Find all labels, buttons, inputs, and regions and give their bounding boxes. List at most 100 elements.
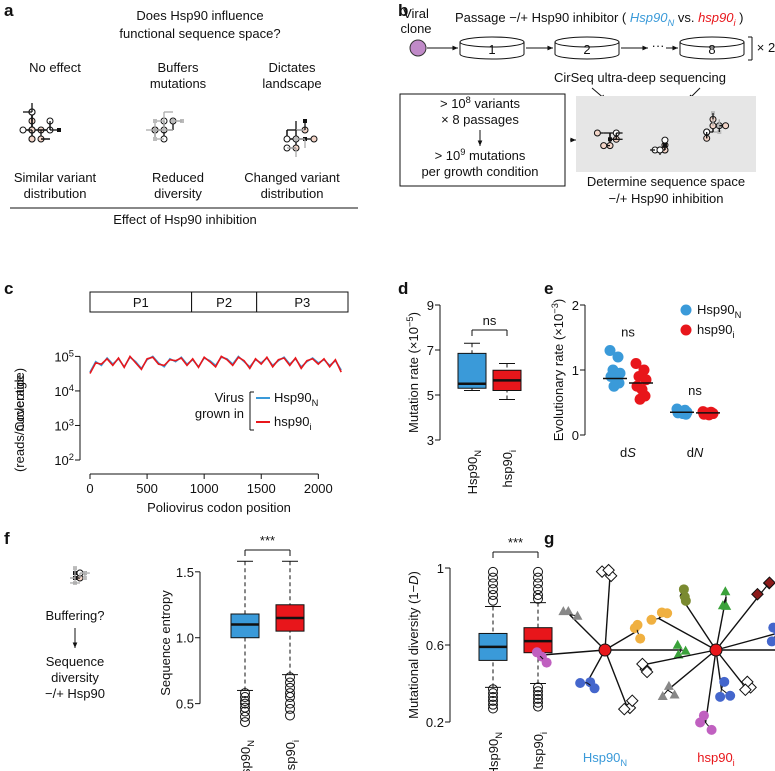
summary-line: > 109 mutations [435,147,526,163]
y-tick-label: 0 [572,428,579,443]
text-part: Hsp90 [697,302,735,317]
y-axis-label: (reads/nucleotide) [12,368,27,472]
dot [703,409,715,421]
passage-number: 1 [488,42,495,57]
text-part: i [732,330,734,340]
tree-leaf [656,607,667,618]
legend-label: Hsp90N [697,302,741,320]
outlier [240,692,250,703]
outlier [285,677,295,688]
text-part: 5 [69,348,74,358]
outlier [285,688,295,699]
scenario-title: No effect [29,60,81,75]
result: Determine sequence space [587,174,745,189]
tree-root [598,643,612,657]
summary-line: > 108 variants [440,95,521,111]
text-part: 10 [54,418,68,433]
x-tick-label: hsp90i [531,732,549,770]
significance: ns [688,383,702,398]
dot [630,358,642,369]
y-tick-label: 0.5 [176,697,194,712]
text-part: 8 [466,95,471,105]
panel-label: g [544,529,554,548]
arrow-head [672,45,678,51]
scenario-outcome: Similar variant [14,170,97,185]
tree-leaf [602,563,615,577]
outlier [488,688,498,699]
text-part: ) [551,299,566,303]
tree-leaf [766,636,775,647]
text-part: N [473,450,483,457]
text-part: Evolutionary rate (×10 [551,314,566,442]
tree-branch [715,633,775,651]
scenario-outcome: distribution [261,186,324,201]
text-part: 2 [69,452,74,462]
scenario-outcome: Reduced [152,170,204,185]
tree-leaf [589,683,600,694]
text-part: hsp90 [274,414,309,429]
tree-branch [658,617,717,651]
outlier [488,584,498,595]
text-part: Mutation rate (×10 [406,327,421,433]
text-part: Hsp90 [630,10,668,25]
tree-leaf [680,645,691,655]
text-part: Hsp90 [238,747,253,771]
outlier [240,711,250,722]
outlier [488,703,498,714]
network-tick [294,137,298,141]
legend-label: hsp90i [274,414,312,432]
text-part: −5 [405,316,415,327]
outlier [285,682,295,693]
tree-leaf [531,647,542,658]
tree-branch [715,591,763,651]
legend-title: grown in [195,406,244,421]
arrow-head [570,137,576,143]
tree-branch [539,649,606,656]
summary-line: × 8 passages [441,112,519,127]
y-tick-label: 1.5 [176,565,194,580]
scenario-title: landscape [262,76,321,91]
outlier [488,699,498,710]
sequencing: CirSeq ultra-deep sequencing [554,70,726,85]
network-tick [82,576,87,580]
network-tick [171,119,175,123]
summary-box [399,93,566,187]
tree-leaf [625,694,639,708]
text-part: mutations [465,148,525,163]
text-part: ) [736,10,744,25]
text-part: vs. [674,10,698,25]
tree-leaf [672,639,683,649]
box [457,352,487,389]
text-part: > 10 [435,148,461,163]
x-axis-label: Poliovirus codon position [147,500,291,515]
region [256,291,349,313]
scenario-title: mutations [150,76,207,91]
y-tick-label: 0.2 [426,715,444,730]
passage-number: 8 [708,42,715,57]
outlier [240,706,250,717]
legend-label: Hsp90N [274,390,318,408]
significance: *** [508,535,523,550]
outlier [488,695,498,706]
panel-label: a [4,1,14,20]
y-axis-label: Mutational diversity (1−D) [406,571,421,719]
tree-label: Hsp90N [583,750,627,768]
text-part: 10 [54,349,68,364]
region-label: P2 [216,295,232,310]
outlier [533,593,543,604]
text-part: i [733,18,736,28]
outlier [533,686,543,697]
source-label: Viral [403,6,429,21]
y-tick-label: 9 [427,298,434,313]
network-node [593,129,601,137]
tree-leaf [678,584,689,595]
legend-label: hsp90i [697,322,735,340]
text-part: hsp90 [283,742,298,771]
outlier [285,672,295,683]
y-axis-label: Sequence entropy [158,590,173,696]
text-part: N [246,740,256,747]
text-part: hsp90 [697,750,732,765]
y-tick-label: 5 [427,388,434,403]
x-tick-label: hsp90i [283,740,301,771]
